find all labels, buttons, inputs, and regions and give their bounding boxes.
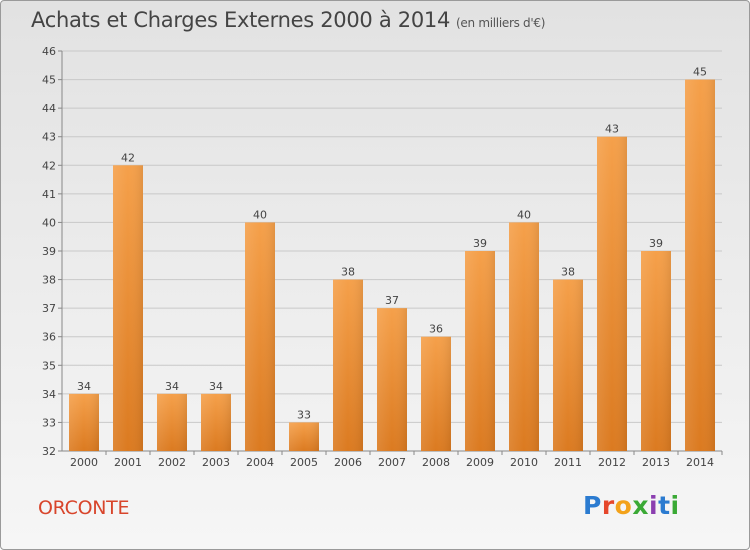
proxiti-logo[interactable]: Proxiti	[583, 491, 680, 520]
bar-group-2002	[157, 393, 187, 451]
y-tick-label-40: 40	[42, 216, 56, 229]
x-tick-label-2002: 2002	[158, 456, 186, 469]
data-label-2008: 36	[429, 323, 443, 336]
bar-group-2013	[641, 251, 671, 451]
bar-shade-2014	[685, 79, 715, 452]
bar-shade-2012	[597, 136, 627, 451]
x-tick-label-2006: 2006	[334, 456, 362, 469]
bar-shade-2009	[465, 251, 495, 451]
x-tick-label-2005: 2005	[290, 456, 318, 469]
y-tick-label-34: 34	[42, 388, 56, 401]
x-tick-label-2014: 2014	[686, 456, 714, 469]
y-tick-label-41: 41	[42, 188, 56, 201]
bar-group-2014	[685, 79, 715, 452]
data-label-2001: 42	[121, 151, 135, 164]
chart-title: Achats et Charges Externes 2000 à 2014 (e…	[31, 8, 545, 32]
chart-title-text: Achats et Charges Externes 2000 à 2014	[31, 8, 451, 32]
y-tick-label-35: 35	[42, 359, 56, 372]
y-tick-label-33: 33	[42, 416, 56, 429]
x-tick-label-2001: 2001	[114, 456, 142, 469]
data-label-2003: 34	[209, 380, 223, 393]
y-tick-label-46: 46	[42, 45, 56, 58]
y-tick-label-45: 45	[42, 74, 56, 87]
data-label-2011: 38	[561, 266, 575, 279]
bar-group-2012	[597, 136, 627, 451]
x-tick-label-2000: 2000	[70, 456, 98, 469]
data-label-2000: 34	[77, 380, 91, 393]
bar-group-2009	[465, 251, 495, 451]
bar-shade-2013	[641, 251, 671, 451]
bar-shade-2005	[289, 422, 319, 451]
bar-group-2010	[509, 222, 539, 451]
bar-shade-2000	[69, 393, 99, 451]
data-label-2014: 45	[693, 66, 707, 79]
bar-group-2000	[69, 393, 99, 451]
bar-group-2006	[333, 279, 363, 451]
y-tick-label-36: 36	[42, 331, 56, 344]
y-tick-label-44: 44	[42, 102, 56, 115]
data-label-2009: 39	[473, 237, 487, 250]
bar-shade-2003	[201, 393, 231, 451]
data-label-2010: 40	[517, 208, 531, 221]
y-tick-label-42: 42	[42, 159, 56, 172]
bar-group-2003	[201, 393, 231, 451]
x-tick-label-2013: 2013	[642, 456, 670, 469]
data-labels: 34 42 34 34 40 33 38 37 36 39 40 38 43 39 45	[77, 66, 707, 422]
bar-group-2011	[553, 279, 583, 451]
data-label-2004: 40	[253, 208, 267, 221]
bar-shade-2004	[245, 222, 275, 451]
x-tick-label-2012: 2012	[598, 456, 626, 469]
bars	[69, 79, 715, 452]
data-label-2007: 37	[385, 294, 399, 307]
bar-group-2007	[377, 308, 407, 451]
bar-shade-2010	[509, 222, 539, 451]
bar-shade-2002	[157, 393, 187, 451]
x-tick-label-2011: 2011	[554, 456, 582, 469]
y-tick-label-43: 43	[42, 131, 56, 144]
bar-group-2008	[421, 336, 451, 451]
x-tick-label-2009: 2009	[466, 456, 494, 469]
data-label-2006: 38	[341, 266, 355, 279]
bar-shade-2008	[421, 336, 451, 451]
x-tick-label-2003: 2003	[202, 456, 230, 469]
commune-name: ORCONTE	[38, 497, 130, 519]
y-tick-label-39: 39	[42, 245, 56, 258]
x-tick-label-2008: 2008	[422, 456, 450, 469]
chart-unit-label: (en milliers d'€)	[456, 16, 546, 30]
data-label-2012: 43	[605, 123, 619, 136]
x-tick-label-2007: 2007	[378, 456, 406, 469]
x-tick-label-2004: 2004	[246, 456, 274, 469]
bar-shade-2001	[113, 165, 143, 452]
bar-shade-2007	[377, 308, 407, 451]
y-tick-label-38: 38	[42, 274, 56, 287]
bar-group-2005	[289, 422, 319, 451]
data-label-2002: 34	[165, 380, 179, 393]
x-tick-label-2010: 2010	[510, 456, 538, 469]
y-tick-label-32: 32	[42, 445, 56, 458]
y-tick-label-37: 37	[42, 302, 56, 315]
bar-group-2001	[113, 165, 143, 452]
data-label-2005: 33	[297, 408, 311, 421]
data-label-2013: 39	[649, 237, 663, 250]
bar-shade-2011	[553, 279, 583, 451]
bar-shade-2006	[333, 279, 363, 451]
bar-group-2004	[245, 222, 275, 451]
